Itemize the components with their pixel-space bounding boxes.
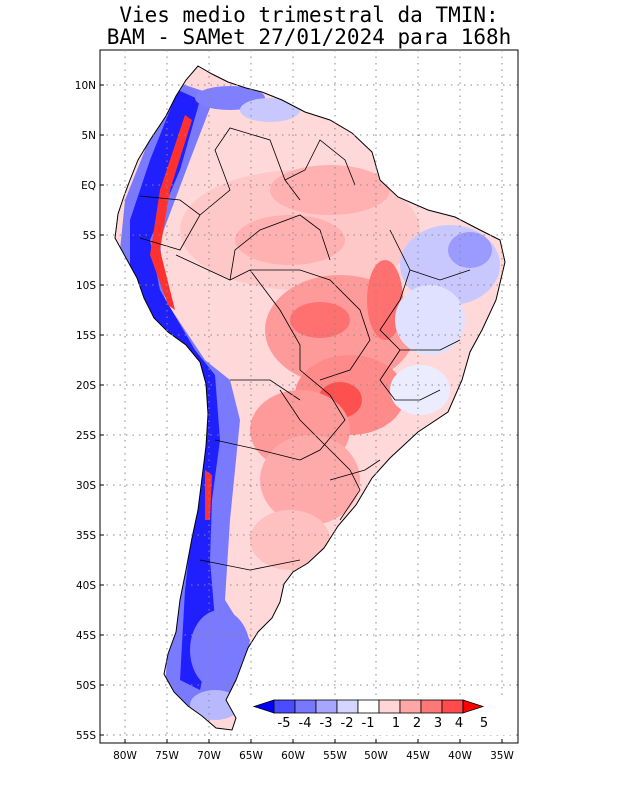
lon-label-65w: 65W	[239, 750, 263, 762]
lon-label-80w: 80W	[113, 750, 137, 762]
colorbar-cell	[273, 699, 296, 714]
colorbar-label-m2: -2	[341, 716, 354, 731]
lat-label-eq: EQ	[81, 180, 96, 192]
colorbar-cell	[357, 699, 380, 714]
lat-label-55s: 55S	[76, 730, 96, 742]
colorbar-cell	[441, 699, 464, 714]
colorbar: -5 -4 -3 -2 -1 1 2 3 4 5	[250, 697, 512, 735]
lat-label-35s: 35S	[76, 530, 96, 542]
colorbar-label-2: 2	[413, 716, 421, 731]
lon-label-40w: 40W	[448, 750, 472, 762]
bias-field	[115, 66, 505, 730]
lat-label-5n: 5N	[81, 130, 96, 142]
colorbar-label-m5: -5	[278, 716, 291, 731]
graticule	[100, 50, 518, 743]
colorbar-cell	[420, 699, 443, 714]
lat-label-45s: 45S	[76, 630, 96, 642]
lon-label-45w: 45W	[406, 750, 430, 762]
latitude-labels: 10N 5N EQ 5S 10S 15S 20S 25S 30S 35S 40S…	[75, 80, 97, 742]
lon-label-55w: 55W	[323, 750, 347, 762]
colorbar-label-m3: -3	[320, 716, 333, 731]
colorbar-cell	[315, 699, 338, 714]
colorbar-label-m4: -4	[299, 716, 312, 731]
colorbar-label-m1: -1	[362, 716, 375, 731]
lat-label-10s: 10S	[76, 280, 96, 292]
colorbar-cell	[336, 699, 359, 714]
lat-label-25s: 25S	[76, 430, 96, 442]
lon-label-75w: 75W	[155, 750, 179, 762]
colorbar-cell	[399, 699, 422, 714]
map-title-line2: BAM - SAMet 27/01/2024 para 168h	[106, 25, 512, 49]
lon-label-70w: 70W	[197, 750, 221, 762]
lat-label-30s: 30S	[76, 480, 96, 492]
colorbar-label-4: 4	[455, 716, 463, 731]
colorbar-cell	[294, 699, 317, 714]
lon-label-50w: 50W	[364, 750, 388, 762]
colorbar-cell	[378, 699, 401, 714]
lat-label-5s: 5S	[83, 230, 97, 242]
lon-label-35w: 35W	[490, 750, 514, 762]
colorbar-arrow-right	[462, 699, 485, 714]
colorbar-label-5: 5	[480, 716, 488, 731]
lat-label-20s: 20S	[76, 380, 96, 392]
lon-label-60w: 60W	[281, 750, 305, 762]
longitude-labels: 80W 75W 70W 65W 60W 55W 50W 45W 40W 35W	[113, 750, 514, 762]
lat-label-50s: 50S	[76, 680, 96, 692]
colorbar-label-1: 1	[392, 716, 400, 731]
lat-label-10n: 10N	[75, 80, 96, 92]
map-title-line1: Vies medio trimestral da TMIN:	[119, 3, 499, 27]
colorbar-label-3: 3	[434, 716, 442, 731]
lat-label-40s: 40S	[76, 580, 96, 592]
lat-label-15s: 15S	[76, 330, 96, 342]
